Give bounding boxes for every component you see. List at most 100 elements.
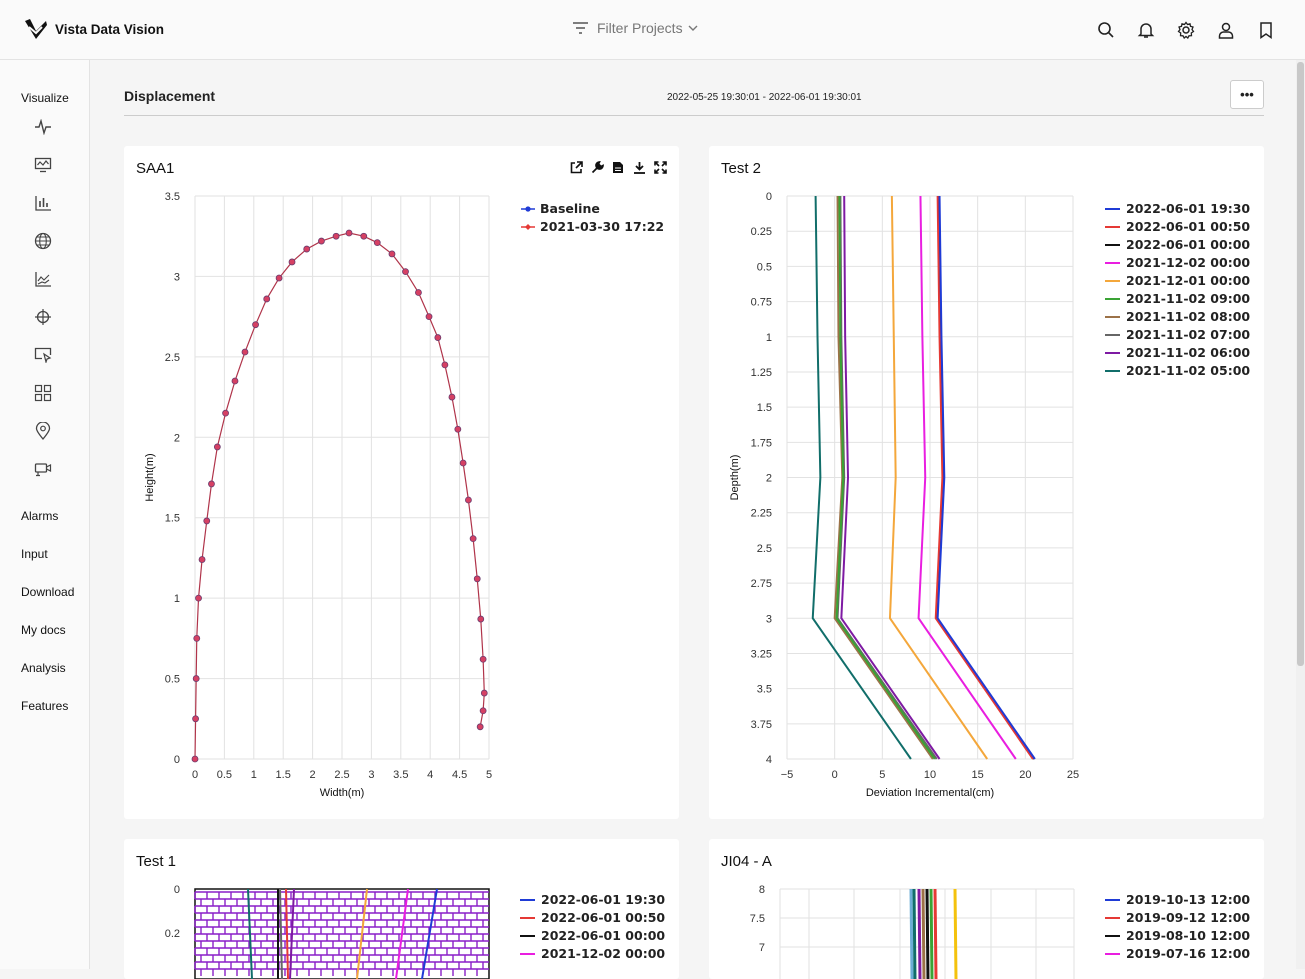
data-point: [473, 575, 481, 583]
data-point: [373, 239, 381, 247]
saa1-chart[interactable]: 0 0.5 1 1.5 2 2.5 3 3.5 4 4.5 5 0 0.5 1 1.5 2 2.5 3 3.5 Wid…: [124, 146, 679, 819]
y-tick-label: 2.5: [165, 352, 180, 364]
x-tick-label: 0: [832, 769, 838, 781]
y-tick-label: 0.5: [757, 261, 772, 273]
app-logo[interactable]: Vista Data Vision: [24, 17, 164, 41]
series-line: [289, 888, 295, 979]
grid-icon[interactable]: [33, 383, 53, 403]
date-range: 2022-05-25 19:30:01 - 2022-06-01 19:30:0…: [667, 92, 862, 103]
series-line: [917, 888, 922, 979]
data-point: [231, 377, 239, 385]
sidebar-link-features[interactable]: Features: [21, 699, 69, 713]
x-tick-label: 4: [427, 769, 433, 781]
screen-cursor-icon[interactable]: [33, 345, 53, 365]
user-icon[interactable]: [1216, 20, 1236, 40]
crosshair-icon[interactable]: [33, 307, 53, 327]
test1-chart[interactable]: 0 0.2 2022-06-01 19:30 2022-06-01 00:50 2022…: [124, 839, 679, 979]
data-point: [415, 289, 422, 296]
legend-label: 2021-11-02 07:00: [1126, 327, 1250, 342]
share-icon[interactable]: [569, 160, 583, 174]
y-tick-label: 1: [174, 593, 180, 605]
y-tick-label: 0: [766, 191, 772, 203]
file-icon[interactable]: [611, 160, 625, 174]
data-point: [252, 321, 259, 329]
x-tick-label: 1: [251, 769, 257, 781]
x-tick-label: −5: [781, 769, 794, 781]
monitor-chart-icon[interactable]: [33, 155, 53, 175]
y-tick-label: 4: [766, 754, 772, 766]
x-axis-label: Width(m): [320, 787, 365, 799]
legend-label: 2019-10-13 12:00: [1126, 892, 1250, 907]
x-tick-label: 5: [486, 769, 492, 781]
filter-projects-dropdown[interactable]: Filter Projects: [573, 20, 709, 36]
test2-chart[interactable]: −5 0 5 10 15 20 25 0 0.25 0.5 0.75 1 1.25 1.5 1.75 2 2.2…: [709, 146, 1264, 819]
data-point: [288, 258, 296, 266]
y-tick-label: 0.25: [751, 226, 772, 238]
video-camera-icon[interactable]: [33, 459, 53, 479]
y-tick-label: 1.5: [165, 513, 180, 525]
y-tick-label: 0.2: [165, 928, 180, 940]
main-content: Displacement 2022-05-25 19:30:01 - 2022-…: [90, 60, 1290, 979]
series-line: [925, 888, 930, 979]
legend-label: 2021-03-30 17:22: [540, 219, 664, 234]
expand-icon[interactable]: [653, 160, 667, 174]
y-tick-label: 3.5: [757, 684, 772, 696]
data-point: [480, 689, 488, 697]
y-tick-label: 2: [174, 432, 180, 444]
page-title: Displacement: [124, 88, 216, 104]
more-options-button[interactable]: •••: [1230, 80, 1264, 109]
bookmark-icon[interactable]: [1256, 20, 1276, 40]
data-point: [479, 707, 487, 715]
series-line: [933, 888, 938, 979]
legend-label: 2019-07-16 12:00: [1126, 946, 1250, 961]
search-icon[interactable]: [1096, 20, 1116, 40]
bar-chart-icon[interactable]: [33, 193, 53, 213]
legend-label: Baseline: [540, 201, 600, 216]
y-tick-label: 3.25: [751, 648, 772, 660]
series-line: [247, 888, 253, 979]
chart-title: SAA1: [136, 160, 175, 177]
page-scrollbar[interactable]: [1296, 60, 1305, 969]
gear-icon[interactable]: [1176, 20, 1196, 40]
bell-icon[interactable]: [1136, 20, 1156, 40]
legend-label: 2022-06-01 19:30: [1126, 201, 1250, 216]
sidebar-link-download[interactable]: Download: [21, 585, 75, 599]
series-line: [912, 888, 917, 979]
legend-label: 2021-11-02 06:00: [1126, 345, 1250, 360]
sidebar-link-input[interactable]: Input: [21, 547, 48, 561]
x-tick-label: 0: [192, 769, 198, 781]
sidebar-link-my-docs[interactable]: My docs: [21, 623, 66, 637]
x-tick-label: 15: [972, 769, 984, 781]
y-axis-label: Height(m): [144, 453, 156, 501]
y-tick-label: 0: [174, 884, 180, 896]
x-tick-label: 0.5: [217, 769, 232, 781]
line-chart-icon[interactable]: [33, 269, 53, 289]
globe-icon[interactable]: [33, 231, 53, 251]
logo-icon: [25, 19, 47, 39]
data-point: [192, 675, 200, 682]
sidebar-link-analysis[interactable]: Analysis: [21, 661, 66, 675]
legend-label: 2022-06-01 00:00: [541, 928, 665, 943]
brick-hatch: [194, 891, 489, 976]
series-line: [285, 888, 289, 979]
sidebar-link-alarms[interactable]: Alarms: [21, 509, 59, 523]
location-pin-icon[interactable]: [33, 421, 53, 441]
y-tick-label: 0.75: [751, 297, 772, 309]
x-tick-label: 3.5: [393, 769, 408, 781]
series-line: [356, 888, 368, 979]
chart-title: JI04 - A: [721, 853, 772, 870]
waveform-icon[interactable]: [33, 117, 53, 137]
download-icon[interactable]: [632, 160, 646, 174]
data-point: [213, 443, 221, 451]
data-point: [222, 409, 229, 417]
data-point: [241, 348, 249, 356]
data-point: [459, 459, 467, 467]
series-line: [421, 888, 438, 979]
data-point: [332, 232, 340, 240]
ji04-chart[interactable]: 8 7.5 7 2019-10-13 12:00 2019-09-12 12:00 201…: [709, 839, 1264, 979]
wrench-icon[interactable]: [590, 160, 604, 174]
y-tick-label: 1.5: [757, 402, 772, 414]
data-point: [203, 517, 211, 525]
data-point: [448, 393, 456, 401]
scrollbar-thumb[interactable]: [1297, 62, 1304, 666]
